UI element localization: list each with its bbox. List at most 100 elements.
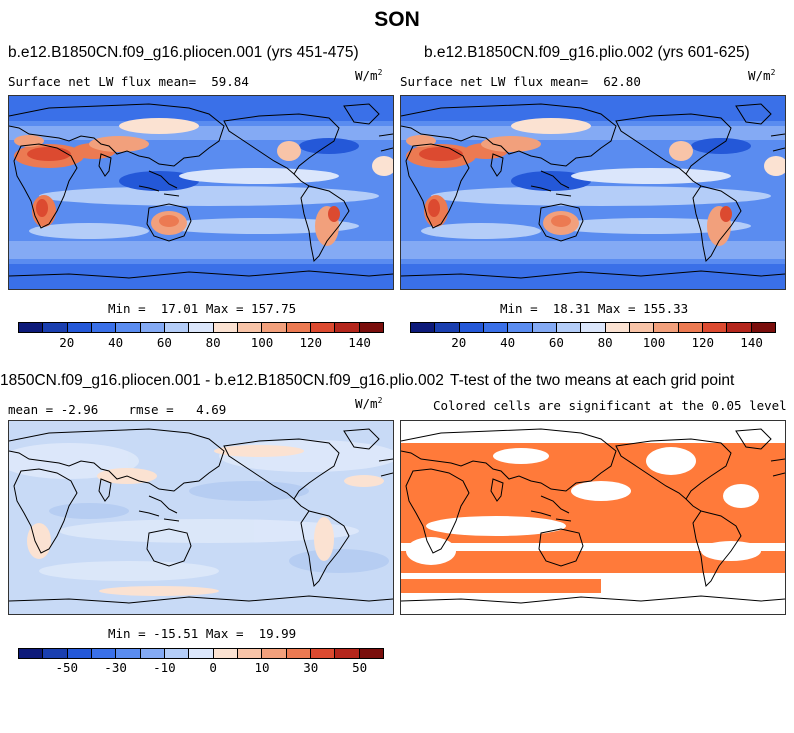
panel-1-mean-value: 59.84: [211, 74, 249, 89]
panel-2-min: 18.31: [552, 301, 591, 316]
colorbar-tick-label: 120: [299, 335, 323, 350]
colorbar-tick-label: 40: [108, 335, 124, 350]
colorbar-swatch: [310, 323, 336, 332]
panel-4-title: T-test of the two means at each grid poi…: [450, 372, 735, 389]
colorbar-swatch: [213, 649, 238, 658]
colorbar-swatch: [19, 323, 44, 332]
colorbar-swatch: [751, 323, 775, 332]
panel-3-min: -15.51: [153, 626, 199, 641]
colorbar-swatch: [262, 649, 287, 658]
figure-title: SON: [374, 8, 420, 31]
colorbar-swatch: [678, 323, 703, 332]
colorbar-swatch: [459, 323, 484, 332]
colorbar-swatch: [67, 323, 92, 332]
colorbar-tick-label: 120: [691, 335, 715, 350]
colorbar-swatch: [411, 323, 436, 332]
panel-3-stats: mean = -2.96 rmse = 4.69: [8, 402, 227, 417]
colorbar-swatch: [654, 323, 679, 332]
colorbar-tick-label: 20: [59, 335, 75, 350]
panel-4-map: [400, 420, 786, 615]
colorbar-tick-label: 140: [740, 335, 763, 350]
colorbar-tick-label: -50: [55, 660, 79, 675]
panel-3-colorbar: [18, 648, 384, 659]
colorbar-swatch: [605, 323, 630, 332]
colorbar-swatch: [164, 649, 190, 658]
panel-1-mean-label: Surface net LW flux mean= 59.84: [8, 74, 249, 89]
panel-3-minmax: Min = -15.51 Max = 19.99: [108, 626, 297, 641]
colorbar-swatch: [116, 323, 141, 332]
colorbar-swatch: [335, 649, 360, 658]
colorbar-swatch: [727, 323, 752, 332]
panel-2-colorbar: [410, 322, 776, 333]
colorbar-swatch: [116, 649, 141, 658]
colorbar-tick-label: 40: [500, 335, 516, 350]
colorbar-swatch: [359, 323, 383, 332]
colorbar-tick-label: -10: [153, 660, 176, 675]
panel-3-units: W/m2: [355, 396, 383, 412]
panel-3-colorbar-ticks: -50 -30 -10 0 10 30 50: [18, 660, 384, 676]
panel-2-mean-value: 62.80: [603, 74, 641, 89]
panel-2-minmax: Min = 18.31 Max = 155.33: [500, 301, 689, 316]
colorbar-swatch: [140, 649, 165, 658]
colorbar-swatch: [237, 649, 263, 658]
panel-3-title: 1850CN.f09_g16.pliocen.001 - b.e12.B1850…: [0, 372, 444, 389]
colorbar-swatch: [508, 323, 533, 332]
panel-3-mean: -2.96: [60, 402, 99, 417]
colorbar-swatch: [91, 323, 117, 332]
colorbar-swatch: [213, 323, 238, 332]
colorbar-swatch: [189, 323, 214, 332]
colorbar-swatch: [43, 649, 68, 658]
panel-1-minmax: Min = 17.01 Max = 157.75: [108, 301, 297, 316]
panel-3-rmse: 4.69: [196, 402, 227, 417]
panel-2-max: 155.33: [643, 301, 689, 316]
colorbar-swatch: [310, 649, 336, 658]
colorbar-swatch: [189, 649, 214, 658]
colorbar-swatch: [581, 323, 606, 332]
panel-1-min: 17.01: [160, 301, 199, 316]
panel-2-units: W/m2: [748, 68, 776, 84]
colorbar-tick-label: 10: [254, 660, 270, 675]
panel-2-mean-label: Surface net LW flux mean= 62.80: [400, 74, 641, 89]
panel-1-max: 157.75: [251, 301, 297, 316]
colorbar-tick-label: 50: [352, 660, 368, 675]
panel-1-title: b.e12.B1850CN.f09_g16.pliocen.001 (yrs 4…: [8, 44, 359, 61]
colorbar-swatch: [237, 323, 263, 332]
colorbar-tick-label: 140: [348, 335, 371, 350]
colorbar-tick-label: 0: [209, 660, 217, 675]
colorbar-tick-label: 30: [303, 660, 319, 675]
colorbar-swatch: [19, 649, 44, 658]
panel-1-map: [8, 95, 394, 290]
colorbar-swatch: [67, 649, 92, 658]
colorbar-swatch: [702, 323, 728, 332]
colorbar-swatch: [335, 323, 360, 332]
panel-3-map: [8, 420, 394, 615]
colorbar-swatch: [286, 323, 311, 332]
colorbar-tick-label: -30: [104, 660, 127, 675]
colorbar-tick-label: 20: [451, 335, 467, 350]
panel-1-units: W/m2: [355, 68, 383, 84]
panel-3-max: 19.99: [258, 626, 297, 641]
colorbar-swatch: [286, 649, 311, 658]
panel-2-colorbar-ticks: 20 40 60 80 100 120 140: [410, 335, 776, 351]
colorbar-swatch: [435, 323, 460, 332]
colorbar-tick-label: 80: [597, 335, 613, 350]
colorbar-swatch: [91, 649, 117, 658]
colorbar-swatch: [483, 323, 509, 332]
colorbar-swatch: [164, 323, 190, 332]
colorbar-tick-label: 80: [205, 335, 221, 350]
colorbar-swatch: [140, 323, 165, 332]
colorbar-swatch: [629, 323, 655, 332]
panel-2-title: b.e12.B1850CN.f09_g16.plio.002 (yrs 601-…: [424, 44, 750, 61]
colorbar-tick-label: 100: [642, 335, 666, 350]
colorbar-tick-label: 60: [156, 335, 172, 350]
colorbar-swatch: [532, 323, 557, 332]
colorbar-tick-label: 100: [250, 335, 274, 350]
colorbar-tick-label: 60: [548, 335, 564, 350]
colorbar-swatch: [556, 323, 582, 332]
panel-4-subtitle: Colored cells are significant at the 0.0…: [433, 398, 787, 413]
panel-1-colorbar-ticks: 20 40 60 80 100 120 140: [18, 335, 384, 351]
panel-1-colorbar: [18, 322, 384, 333]
colorbar-swatch: [359, 649, 383, 658]
colorbar-swatch: [262, 323, 287, 332]
colorbar-swatch: [43, 323, 68, 332]
